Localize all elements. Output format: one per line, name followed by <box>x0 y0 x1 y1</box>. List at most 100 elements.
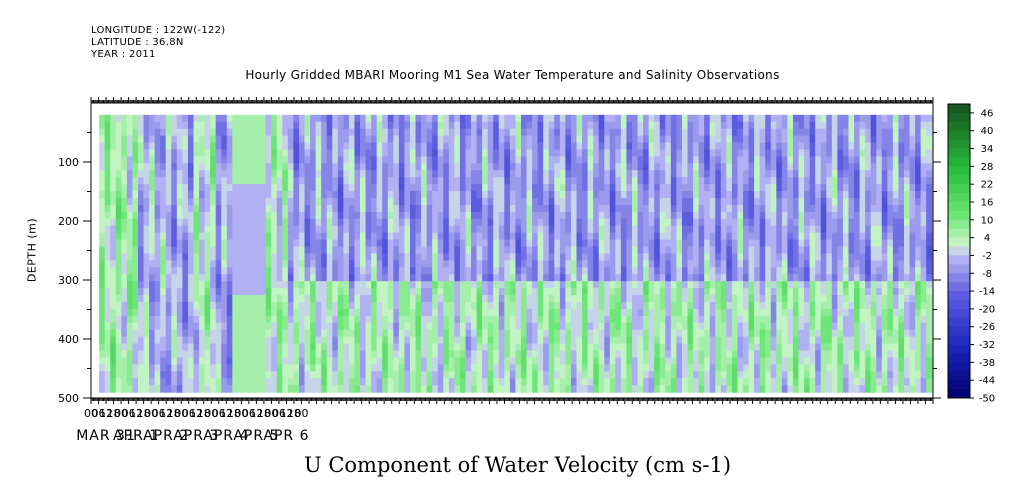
field-cell <box>482 211 489 220</box>
field-cell <box>282 142 289 151</box>
field-cell <box>615 308 622 317</box>
field-cell <box>326 184 333 192</box>
field-cell <box>598 336 605 345</box>
field-cell <box>115 350 122 359</box>
field-cell <box>138 378 145 386</box>
field-cell <box>221 156 228 164</box>
field-cell <box>232 308 239 317</box>
field-cell <box>587 121 594 130</box>
field-cell <box>149 357 156 365</box>
field-cell <box>149 191 156 199</box>
field-cell <box>737 274 744 282</box>
field-cell <box>271 350 278 359</box>
field-cell <box>548 211 555 220</box>
field-cell <box>404 170 411 178</box>
field-cell <box>482 301 489 310</box>
field-cell <box>182 357 189 365</box>
field-cell <box>743 114 750 123</box>
field-cell <box>482 281 489 289</box>
field-cell <box>254 288 261 296</box>
field-cell <box>504 385 511 393</box>
field-cell <box>582 260 589 268</box>
field-cell <box>371 288 378 296</box>
field-cell <box>115 184 122 192</box>
field-cell <box>348 114 356 123</box>
field-cell <box>110 135 117 144</box>
field-cell <box>471 315 478 324</box>
field-cell <box>165 163 172 171</box>
field-cell <box>787 246 794 255</box>
field-cell <box>110 315 117 324</box>
field-cell <box>260 322 267 331</box>
field-cell <box>415 163 422 171</box>
field-cell <box>543 246 550 255</box>
field-cell <box>310 246 317 255</box>
field-cell <box>737 267 744 275</box>
field-cell <box>476 281 483 289</box>
field-cell <box>615 274 622 282</box>
field-cell <box>165 267 172 275</box>
field-cell <box>731 260 739 268</box>
field-cell <box>426 197 433 206</box>
field-cell <box>570 225 578 234</box>
field-cell <box>743 322 750 331</box>
field-cell <box>315 385 322 393</box>
field-cell <box>609 128 616 137</box>
field-cell <box>498 239 505 248</box>
field-cell <box>149 350 156 359</box>
field-cell <box>193 329 200 338</box>
field-cell <box>659 260 666 268</box>
field-cell <box>537 232 544 241</box>
field-cell <box>365 246 372 255</box>
field-cell <box>482 329 489 338</box>
field-cell <box>615 218 622 227</box>
field-cell <box>609 267 616 275</box>
field-cell <box>476 156 483 164</box>
field-cell <box>654 308 661 317</box>
field-cell <box>132 343 139 352</box>
field-cell <box>332 121 339 130</box>
field-cell <box>221 253 228 261</box>
field-cell <box>720 232 727 241</box>
field-cell <box>515 239 522 248</box>
field-cell <box>720 149 727 157</box>
field-cell <box>576 135 583 144</box>
field-cell <box>121 385 128 393</box>
field-cell <box>443 350 450 359</box>
field-cell <box>670 163 678 171</box>
field-cell <box>515 315 522 324</box>
field-cell <box>559 246 566 255</box>
field-cell <box>715 357 722 365</box>
field-cell <box>620 114 628 123</box>
field-cell <box>99 128 106 137</box>
field-cell <box>620 322 628 331</box>
field-cell <box>121 253 128 261</box>
field-cell <box>559 301 566 310</box>
field-cell <box>698 274 705 282</box>
field-cell <box>182 121 189 130</box>
field-cell <box>471 288 478 296</box>
field-cell <box>582 142 589 151</box>
field-cell <box>687 371 694 379</box>
field-cell <box>715 246 722 255</box>
field-cell <box>776 142 783 151</box>
field-cell <box>609 197 616 206</box>
field-cell <box>421 357 428 365</box>
field-cell <box>781 211 789 220</box>
field-cell <box>454 378 461 386</box>
field-cell <box>337 135 344 144</box>
field-cell <box>493 253 500 261</box>
field-cell <box>415 288 422 296</box>
field-cell <box>698 170 705 178</box>
field-cell <box>743 308 750 317</box>
field-cell <box>593 301 600 310</box>
field-cell <box>498 274 505 282</box>
field-cell <box>310 218 317 227</box>
field-cell <box>482 315 489 324</box>
field-cell <box>204 253 211 261</box>
field-cell <box>348 135 356 144</box>
field-cell <box>609 378 616 386</box>
field-cell <box>754 211 761 220</box>
field-cell <box>726 135 733 144</box>
field-cell <box>143 184 150 192</box>
